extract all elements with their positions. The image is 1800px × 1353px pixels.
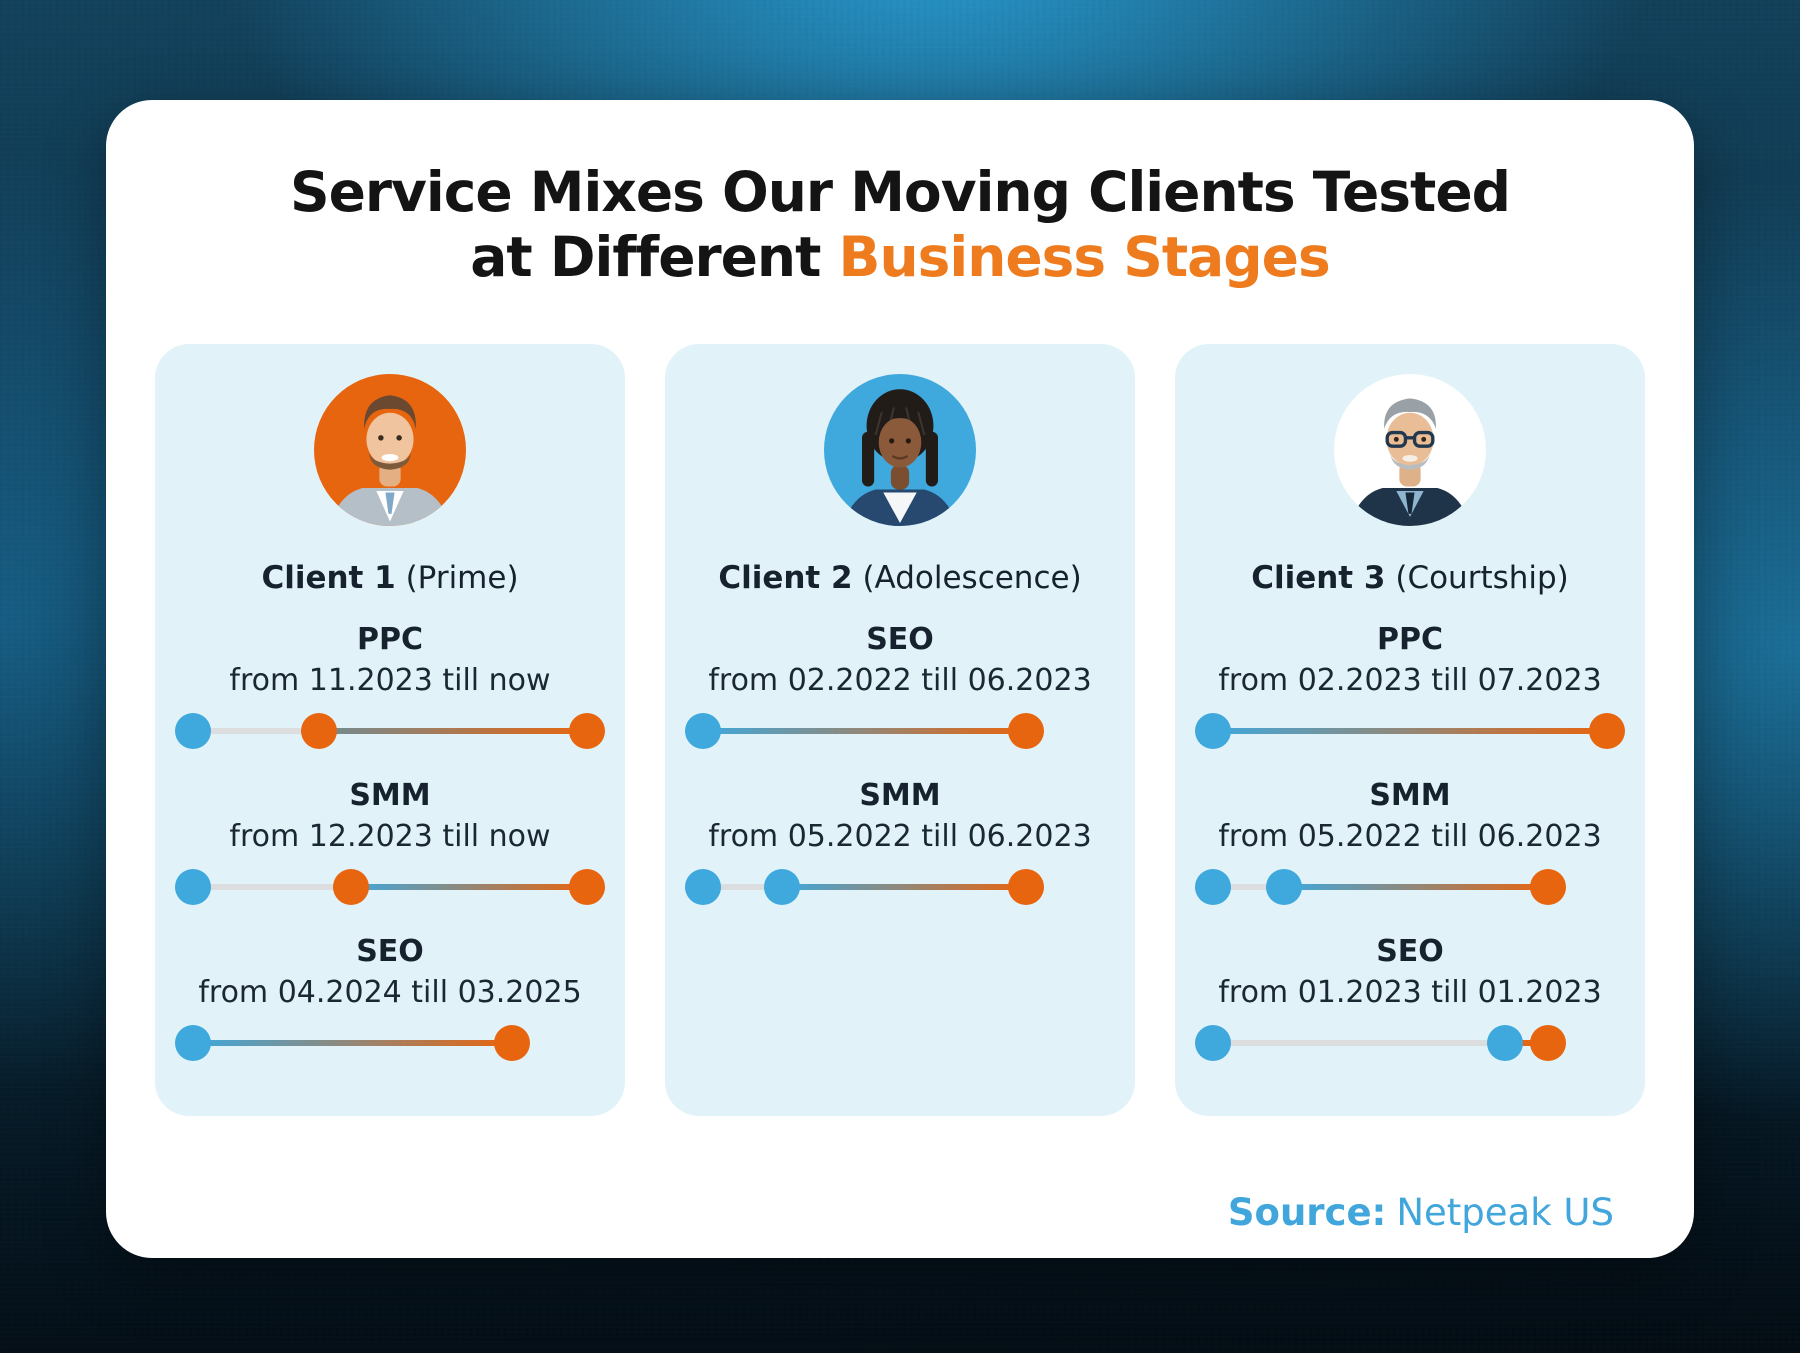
- timeline-dot-orange: [1529, 1024, 1566, 1061]
- timeline-segment: [1213, 1039, 1505, 1046]
- timeline-segment: [193, 883, 351, 890]
- title-line-1: Service Mixes Our Moving Clients Tested: [289, 160, 1511, 224]
- timeline-dot-blue: [175, 712, 211, 749]
- client-1-service-seo: SEO from 04.2024 till 03.2025: [175, 932, 587, 1064]
- timeline-dot-blue: [685, 712, 721, 749]
- service-period: from 05.2022 till 06.2023: [1218, 818, 1602, 854]
- service-timeline: [1195, 866, 1607, 908]
- service-period: from 04.2024 till 03.2025: [198, 974, 582, 1010]
- client-1-stage: (Prime): [405, 559, 519, 596]
- service-timeline: [1195, 1022, 1607, 1064]
- timeline-segment: [1213, 883, 1284, 890]
- timeline-dot-blue: [1195, 712, 1231, 749]
- client-3-name: Client 3: [1251, 559, 1386, 596]
- timeline-dot-orange: [1529, 868, 1566, 905]
- source-label: Source:: [1227, 1191, 1387, 1234]
- service-name: PPC: [357, 621, 423, 657]
- client-1-label: Client 1 (Prime): [193, 560, 587, 596]
- client-1-avatar: [314, 373, 466, 526]
- source-attribution: Source: Netpeak US: [1228, 1191, 1614, 1234]
- service-name: SMM: [1369, 777, 1451, 813]
- timeline-segment: [350, 883, 587, 890]
- client-1-avatar-illustration: [329, 395, 451, 526]
- timeline-dot-blue: [685, 868, 721, 905]
- timeline-dot-orange: [569, 868, 605, 905]
- client-2-avatar-illustration: [842, 388, 958, 526]
- timeline-segment: [703, 727, 1027, 734]
- timeline-segment: [319, 727, 587, 734]
- page-title: Service Mixes Our Moving Clients Tested …: [146, 160, 1654, 290]
- client-1-name: Client 1: [261, 559, 396, 596]
- service-period: from 02.2022 till 06.2023: [708, 662, 1092, 698]
- timeline-dot-blue: [763, 868, 800, 905]
- timeline-dot-orange: [1589, 712, 1625, 749]
- service-name: SMM: [349, 777, 431, 813]
- timeline-dot-orange: [1008, 712, 1045, 749]
- service-period: from 12.2023 till now: [229, 818, 551, 854]
- timeline-segment: [703, 883, 782, 890]
- timeline-segment: [1213, 727, 1607, 734]
- service-name: SMM: [859, 777, 941, 813]
- service-period: from 02.2023 till 07.2023: [1218, 662, 1602, 698]
- client-2-name: Client 2: [718, 559, 853, 596]
- timeline-dot-orange: [301, 712, 338, 749]
- service-timeline: [685, 866, 1097, 908]
- title-line-2: at Different Business Stages: [470, 224, 1331, 289]
- timeline-segment: [781, 883, 1027, 890]
- client-3-card: Client 3 (Courtship) PPC from 02.2023 ti…: [1175, 343, 1645, 1116]
- client-3-service-smm: SMM from 05.2022 till 06.2023: [1195, 776, 1607, 908]
- client-2-stage: (Adolescence): [862, 559, 1082, 596]
- client-cards-row: Client 1 (Prime) PPC from 11.2023 till n…: [106, 343, 1694, 1116]
- client-1-service-ppc: PPC from 11.2023 till now: [175, 620, 605, 752]
- service-period: from 11.2023 till now: [229, 662, 551, 698]
- source-value: Netpeak US: [1396, 1191, 1614, 1234]
- client-1-service-smm: SMM from 12.2023 till now: [175, 776, 605, 908]
- infographic-panel: Service Mixes Our Moving Clients Tested …: [106, 100, 1694, 1258]
- client-2-service-seo: SEO from 02.2022 till 06.2023: [685, 620, 1097, 752]
- timeline-dot-blue: [1195, 1024, 1231, 1061]
- timeline-dot-orange: [569, 712, 605, 749]
- service-timeline: [1195, 710, 1625, 752]
- service-name: PPC: [1377, 621, 1443, 657]
- service-name: SEO: [866, 621, 934, 657]
- service-name: SEO: [356, 933, 424, 969]
- timeline-dot-blue: [175, 1024, 211, 1061]
- service-timeline: [175, 710, 605, 752]
- timeline-dot-blue: [1486, 1024, 1523, 1061]
- client-3-service-ppc: PPC from 02.2023 till 07.2023: [1195, 620, 1625, 752]
- timeline-dot-blue: [175, 868, 211, 905]
- client-2-service-smm: SMM from 05.2022 till 06.2023: [685, 776, 1097, 908]
- timeline-segment: [193, 727, 320, 734]
- timeline-dot-orange: [494, 1024, 531, 1061]
- client-2-label: Client 2 (Adolescence): [703, 560, 1097, 596]
- timeline-dot-orange: [1008, 868, 1045, 905]
- client-3-stage: (Courtship): [1395, 559, 1569, 596]
- client-2-card: Client 2 (Adolescence) SEO from 02.2022 …: [665, 343, 1135, 1116]
- client-3-service-seo: SEO from 01.2023 till 01.2023: [1195, 932, 1607, 1064]
- timeline-segment: [1283, 883, 1548, 890]
- timeline-dot-orange: [332, 868, 369, 905]
- timeline-dot-blue: [1265, 868, 1302, 905]
- service-timeline: [175, 1022, 587, 1064]
- timeline-segment: [1504, 1039, 1548, 1046]
- timeline-segment: [193, 1039, 513, 1046]
- service-period: from 05.2022 till 06.2023: [708, 818, 1092, 854]
- client-3-avatar-illustration: [1349, 398, 1471, 526]
- service-period: from 01.2023 till 01.2023: [1218, 974, 1602, 1010]
- service-timeline: [685, 710, 1097, 752]
- client-1-card: Client 1 (Prime) PPC from 11.2023 till n…: [155, 343, 625, 1116]
- service-name: SEO: [1376, 933, 1444, 969]
- client-3-avatar: [1334, 373, 1486, 526]
- title-highlight: Business Stages: [838, 224, 1331, 289]
- timeline-dot-blue: [1195, 868, 1231, 905]
- client-3-label: Client 3 (Courtship): [1213, 560, 1607, 596]
- client-2-avatar: [824, 373, 976, 526]
- service-timeline: [175, 866, 605, 908]
